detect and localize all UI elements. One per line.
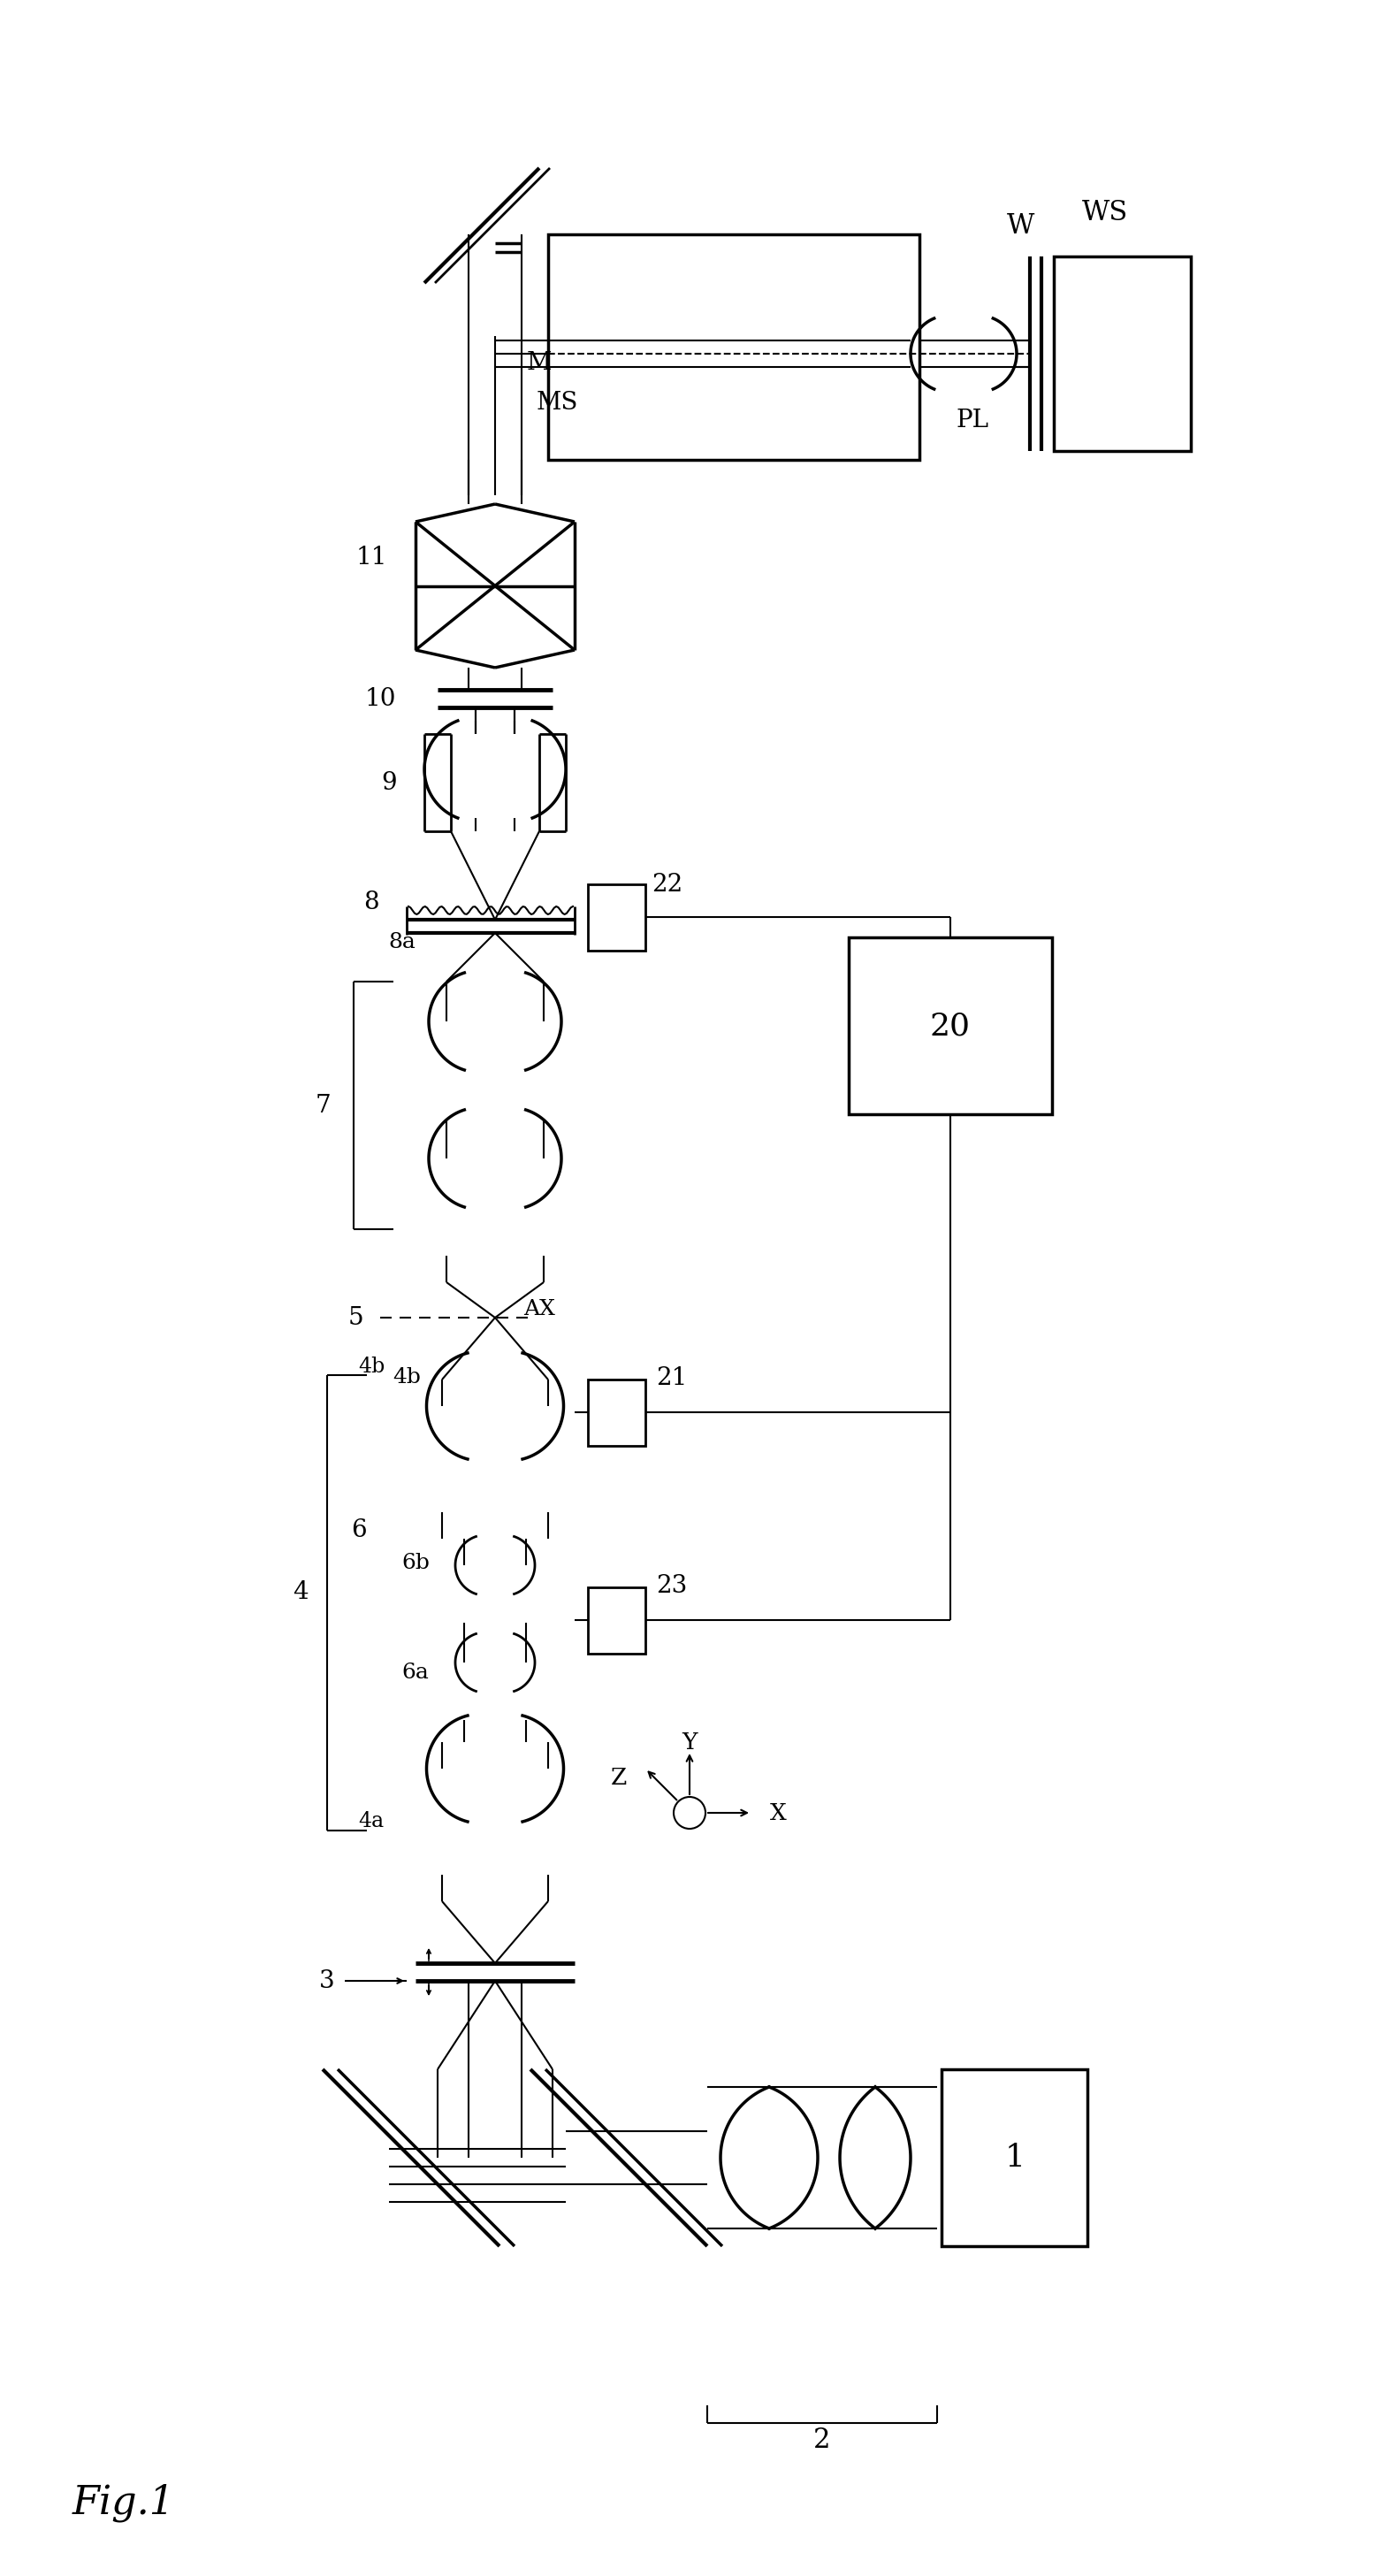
Text: PL: PL: [956, 407, 989, 433]
Bar: [588, 1381, 646, 1445]
Text: 1: 1: [1005, 2143, 1025, 2172]
Text: MS: MS: [535, 392, 578, 415]
Text: 8: 8: [363, 891, 380, 914]
Text: 7: 7: [315, 1092, 331, 1118]
Text: WS: WS: [1082, 198, 1129, 227]
Bar: [548, 234, 919, 461]
Bar: [588, 1587, 646, 1654]
Text: 6a: 6a: [402, 1664, 429, 1682]
Text: 6b: 6b: [402, 1553, 429, 1574]
Text: 8a: 8a: [389, 933, 415, 953]
Text: 9: 9: [381, 770, 397, 793]
Text: AX: AX: [523, 1298, 555, 1319]
Bar: [588, 884, 646, 951]
Text: M: M: [527, 350, 552, 374]
Text: 4: 4: [293, 1579, 308, 1605]
Text: W: W: [1007, 211, 1035, 240]
Text: 11: 11: [356, 546, 386, 569]
Text: 2: 2: [814, 2427, 831, 2455]
Text: 3: 3: [319, 1968, 335, 1994]
Text: 4b: 4b: [392, 1368, 421, 1386]
Text: 6: 6: [351, 1517, 367, 1543]
Text: 22: 22: [651, 873, 683, 896]
Text: X: X: [770, 1801, 787, 1824]
Bar: [849, 938, 1052, 1115]
Bar: [941, 2069, 1087, 2246]
Bar: [1054, 258, 1191, 451]
Text: 23: 23: [657, 1574, 687, 1597]
Text: Z: Z: [611, 1767, 627, 1788]
Text: Fig.1: Fig.1: [72, 2483, 175, 2522]
Text: 21: 21: [657, 1365, 687, 1388]
Text: 5: 5: [348, 1306, 363, 1329]
Text: 10: 10: [364, 688, 396, 711]
Text: 20: 20: [930, 1010, 970, 1041]
Text: Y: Y: [682, 1731, 697, 1754]
Text: 4b: 4b: [357, 1355, 385, 1376]
Text: 4a: 4a: [359, 1811, 384, 1832]
